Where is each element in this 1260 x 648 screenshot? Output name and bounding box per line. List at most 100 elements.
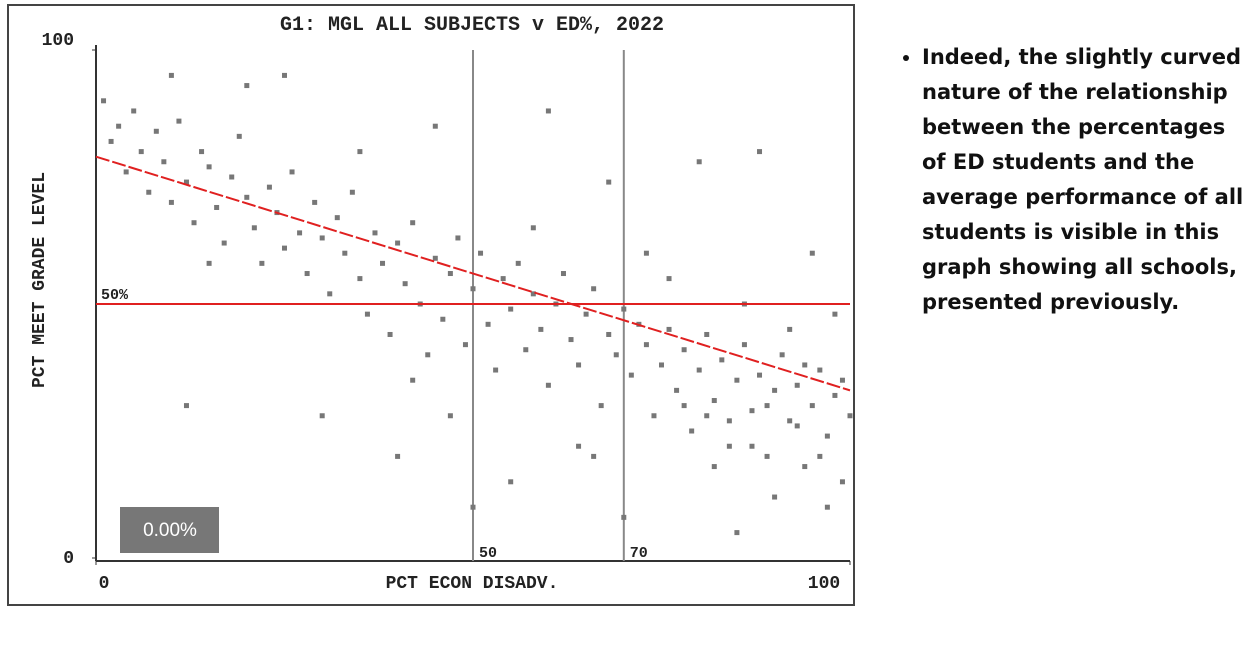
point [576,362,582,368]
point [787,418,793,424]
point [327,291,333,297]
point [319,413,325,419]
point [606,179,612,185]
point [297,230,303,236]
point [530,291,536,297]
point [719,357,725,363]
chart-title: G1: MGL ALL SUBJECTS v ED%, 2022 [280,14,664,37]
point [757,372,763,378]
point [357,276,363,282]
point [131,108,137,114]
point [757,149,763,155]
annotation-box [120,507,219,553]
point [493,367,499,373]
point [711,464,717,470]
point [659,362,664,368]
point [704,413,710,419]
point [749,443,755,449]
y-tick-label: 100 [42,31,74,51]
point [538,326,544,332]
point [741,342,747,348]
point [545,108,551,114]
point [643,250,649,256]
annotation: 0.00% [143,520,197,541]
point [462,342,468,348]
trend-line [95,155,851,392]
point [395,240,401,246]
point [500,276,506,282]
point [576,443,582,449]
point [116,123,122,129]
point [794,423,800,429]
point [824,504,830,510]
point [168,199,174,205]
point [236,133,242,139]
point [613,352,619,358]
point [387,331,393,337]
point [704,331,710,337]
point [229,174,235,180]
point [440,316,446,322]
point [515,260,521,266]
point [523,347,529,353]
point [817,367,823,373]
point [530,225,536,231]
point [809,250,815,256]
point [817,453,823,459]
point [108,138,114,144]
point [621,306,627,312]
point [199,149,205,155]
point [689,428,695,434]
point [568,337,574,343]
point [485,321,491,327]
point [282,245,287,251]
point [395,453,401,459]
point [666,326,672,332]
point [123,169,129,175]
point [364,311,370,317]
point [153,128,159,134]
point [183,179,189,185]
point [545,382,551,388]
point [839,479,845,485]
point [802,464,808,470]
point [726,418,732,424]
point [794,382,800,388]
point [447,271,453,277]
point [606,331,612,337]
reference-label: 70 [630,545,648,562]
point [764,403,770,409]
point [764,453,770,459]
point [643,342,649,348]
point [598,403,604,409]
point [191,220,197,226]
reference-label: 50% [101,287,129,304]
point [824,433,830,439]
y-tick-label: 0 [63,549,74,569]
point [349,189,355,195]
point [772,494,778,500]
point [674,387,680,393]
bullet-list: Indeed, the slightly curved nature of th… [890,40,1250,320]
point [334,215,340,221]
point [410,220,416,226]
sidebar: Indeed, the slightly curved nature of th… [890,40,1250,320]
point [447,413,453,419]
point [772,387,778,393]
point [734,377,740,383]
point [508,306,514,312]
point [206,260,212,266]
point [726,443,732,449]
x-tick-label: 0 [99,574,110,594]
point [183,403,189,409]
point [244,194,250,200]
point [508,479,514,485]
point [847,413,853,419]
point [651,413,657,419]
point [372,230,378,236]
bullet: Indeed, the slightly curved nature of th… [922,40,1250,320]
point [176,118,182,124]
point [696,367,702,373]
point [696,159,702,165]
point [380,260,386,266]
